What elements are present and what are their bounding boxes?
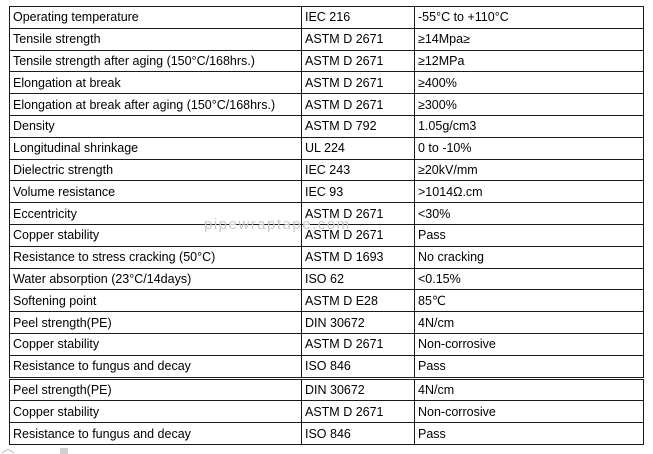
value-cell: ≥14Mpa≥ bbox=[414, 27, 644, 51]
property-cell: Water absorption (23°C/14days) bbox=[9, 267, 302, 291]
standard-cell: ASTM D 2671 bbox=[301, 93, 415, 116]
table-row: Tensile strength ASTM D 2671 ≥14Mpa≥ bbox=[9, 27, 644, 51]
standard-cell: ASTM D 2671 bbox=[301, 27, 415, 51]
property-cell: Tensile strength after aging (150°C/168h… bbox=[9, 49, 302, 73]
value-cell: <30% bbox=[414, 202, 644, 225]
table-row: Softening point ASTM D E28 85℃ bbox=[9, 289, 644, 313]
table-row: Longitudinal shrinkage UL 224 0 to -10% bbox=[9, 136, 644, 160]
table-row: Resistance to stress cracking (50°C) ASTM… bbox=[9, 245, 644, 269]
spec-table: Operating temperature IEC 216 -55°C to +11… bbox=[9, 6, 644, 445]
table-row: Volume resistance IEC 93 >1014Ω.cm bbox=[9, 180, 644, 204]
property-cell: Density bbox=[9, 114, 302, 138]
value-cell: Non-corrosive bbox=[414, 400, 644, 424]
value-cell: 4N/cm bbox=[414, 311, 644, 334]
value-cell: ≥12MPa bbox=[414, 49, 644, 73]
property-cell: Dielectric strength bbox=[9, 158, 302, 182]
value-cell: 1.05g/cm3 bbox=[414, 114, 644, 138]
property-cell: Elongation at break bbox=[9, 71, 302, 95]
table-row: Peel strength(PE) DIN 30672 4N/cm bbox=[9, 376, 644, 402]
table-row: Resistance to fungus and decay ISO 846 Pas… bbox=[9, 422, 644, 445]
property-cell: Volume resistance bbox=[9, 180, 302, 204]
table-row: Elongation at break ASTM D 2671 ≥400% bbox=[9, 71, 644, 95]
standard-cell: IEC 216 bbox=[301, 6, 415, 29]
table-row: Dielectric strength IEC 243 ≥20kV/mm bbox=[9, 158, 644, 182]
property-cell: Copper stability bbox=[9, 400, 302, 424]
corner-resize-icon bbox=[1, 448, 15, 454]
table-row: Eccentricity ASTM D 2671 <30% bbox=[9, 202, 644, 225]
corner-scroll-handle bbox=[60, 448, 68, 454]
value-cell: Pass bbox=[414, 223, 644, 247]
value-cell: 85℃ bbox=[414, 289, 644, 313]
property-cell: Resistance to stress cracking (50°C) bbox=[9, 245, 302, 269]
property-cell: Longitudinal shrinkage bbox=[9, 136, 302, 160]
standard-cell: UL 224 bbox=[301, 136, 415, 160]
standard-cell: ASTM D 2671 bbox=[301, 332, 415, 356]
table-row: Peel strength(PE) DIN 30672 4N/cm bbox=[9, 311, 644, 334]
standard-cell: ASTM D 2671 bbox=[301, 223, 415, 247]
standard-cell: ASTM D 2671 bbox=[301, 400, 415, 424]
standard-cell: ISO 846 bbox=[301, 354, 415, 379]
standard-cell: ASTM D E28 bbox=[301, 289, 415, 313]
value-cell: 0 to -10% bbox=[414, 136, 644, 160]
value-cell: -55°C to +110°C bbox=[414, 6, 644, 29]
standard-cell: IEC 243 bbox=[301, 158, 415, 182]
value-cell: ≥20kV/mm bbox=[414, 158, 644, 182]
property-cell: Peel strength(PE) bbox=[9, 311, 302, 334]
property-cell: Eccentricity bbox=[9, 202, 302, 225]
standard-cell: ASTM D 2671 bbox=[301, 71, 415, 95]
property-cell: Operating temperature bbox=[9, 6, 302, 29]
property-cell: Copper stability bbox=[9, 223, 302, 247]
value-cell: <0.15% bbox=[414, 267, 644, 291]
value-cell: Pass bbox=[414, 354, 644, 379]
standard-cell: ISO 846 bbox=[301, 422, 415, 445]
property-cell: Elongation at break after aging (150°C/1… bbox=[9, 93, 302, 116]
value-cell: ≥400% bbox=[414, 71, 644, 95]
value-cell: >1014Ω.cm bbox=[414, 180, 644, 204]
standard-cell: ASTM D 792 bbox=[301, 114, 415, 138]
table-row: Copper stability ASTM D 2671 Non-corrosive bbox=[9, 332, 644, 356]
property-cell: Copper stability bbox=[9, 332, 302, 356]
standard-cell: ASTM D 2671 bbox=[301, 202, 415, 225]
value-cell: ≥300% bbox=[414, 93, 644, 116]
table-row: Resistance to fungus and decay ISO 846 Pas… bbox=[9, 354, 644, 379]
standard-cell: ISO 62 bbox=[301, 267, 415, 291]
value-cell: Non-corrosive bbox=[414, 332, 644, 356]
value-cell: 4N/cm bbox=[414, 376, 644, 402]
table-row: Density ASTM D 792 1.05g/cm3 bbox=[9, 114, 644, 138]
property-cell: Resistance to fungus and decay bbox=[9, 354, 302, 379]
spec-table-body: Operating temperature IEC 216 -55°C to +11… bbox=[9, 6, 644, 445]
standard-cell: ASTM D 1693 bbox=[301, 245, 415, 269]
table-row: Operating temperature IEC 216 -55°C to +11… bbox=[9, 6, 644, 29]
value-cell: Pass bbox=[414, 422, 644, 445]
table-row: Tensile strength after aging (150°C/168h… bbox=[9, 49, 644, 73]
standard-cell: DIN 30672 bbox=[301, 311, 415, 334]
table-row: Water absorption (23°C/14days) ISO 62 <0.1… bbox=[9, 267, 644, 291]
table-row: Copper stability ASTM D 2671 Non-corrosive bbox=[9, 400, 644, 424]
property-cell: Tensile strength bbox=[9, 27, 302, 51]
property-cell: Peel strength(PE) bbox=[9, 376, 302, 402]
standard-cell: IEC 93 bbox=[301, 180, 415, 204]
table-row: Elongation at break after aging (150°C/1… bbox=[9, 93, 644, 116]
value-cell: No cracking bbox=[414, 245, 644, 269]
property-cell: Resistance to fungus and decay bbox=[9, 422, 302, 445]
standard-cell: ASTM D 2671 bbox=[301, 49, 415, 73]
table-row: Copper stability ASTM D 2671 Pass bbox=[9, 223, 644, 247]
property-cell: Softening point bbox=[9, 289, 302, 313]
standard-cell: DIN 30672 bbox=[301, 376, 415, 402]
